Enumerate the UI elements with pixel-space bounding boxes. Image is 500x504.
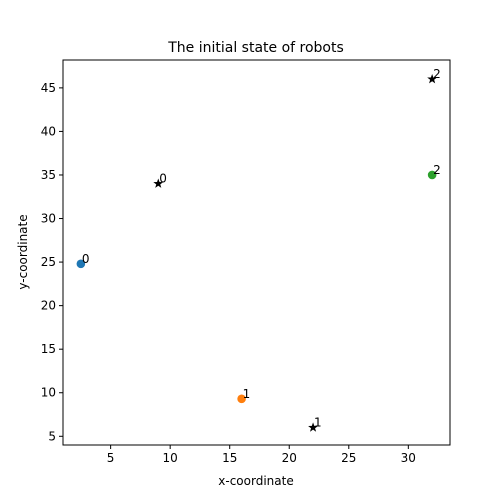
x-tick-label: 10: [163, 451, 178, 465]
x-tick-label: 5: [107, 451, 115, 465]
robot-position-point: [427, 170, 437, 180]
x-tick-label: 30: [401, 451, 416, 465]
point-label: 0: [159, 172, 167, 186]
x-tick-label: 15: [222, 451, 237, 465]
y-tick-label: 45: [41, 81, 56, 95]
robot-target-star: [308, 422, 319, 432]
robot-target-star: [427, 73, 438, 84]
data-points: 0 1 2 0 1 2: [76, 67, 441, 432]
y-tick-label: 10: [41, 386, 56, 400]
y-tick-label: 20: [41, 299, 56, 313]
chart-title: The initial state of robots: [167, 40, 344, 56]
x-tick-label: 20: [282, 451, 297, 465]
y-axis-label: y-coordinate: [16, 214, 30, 289]
y-tick-label: 15: [41, 342, 56, 356]
robot-position-point: [237, 394, 246, 404]
y-tick-label: 35: [41, 168, 56, 182]
y-tick-label: 25: [41, 255, 56, 269]
x-tick-label: 25: [341, 451, 356, 465]
point-label: 0: [82, 252, 90, 266]
point-label: 2: [433, 67, 441, 81]
y-tick-label: 40: [41, 124, 56, 138]
plot-area-frame: [62, 59, 451, 446]
x-axis-label: x-coordinate: [218, 474, 293, 488]
y-tick-label: 5: [48, 429, 56, 443]
robot-target-star: [153, 178, 164, 188]
robot-position-point: [76, 259, 86, 269]
point-label: 1: [314, 416, 322, 430]
y-tick-label: 30: [41, 212, 56, 226]
point-label: 2: [433, 163, 441, 177]
point-label: 1: [243, 387, 251, 401]
